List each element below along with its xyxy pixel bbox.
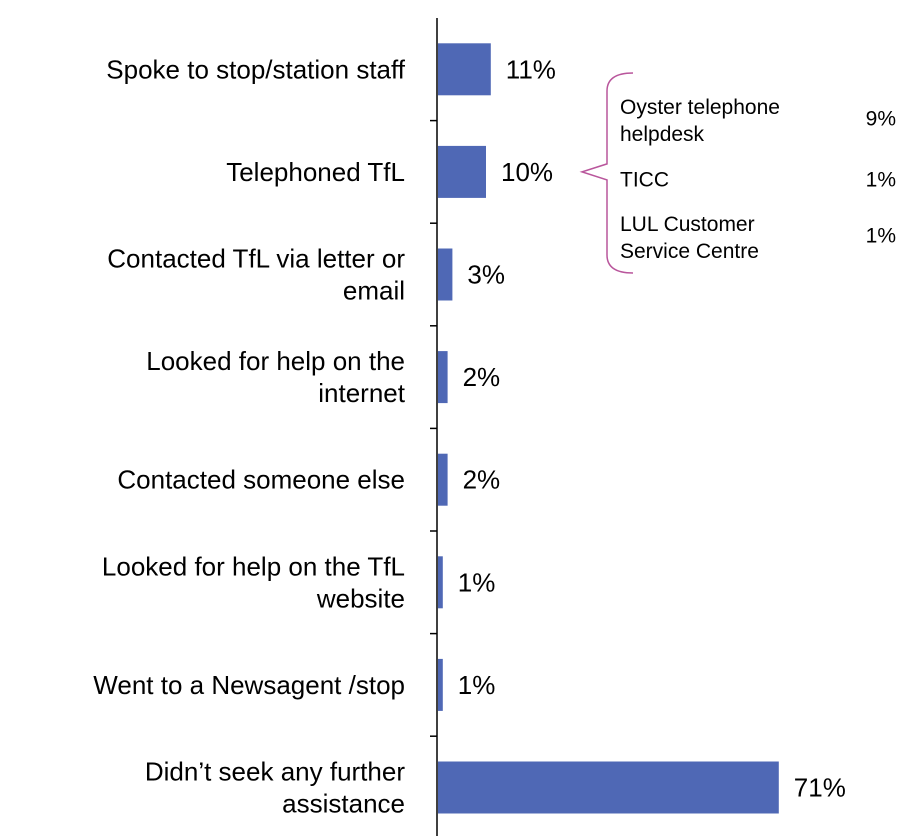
- callout-item-label: LUL Customer: [620, 213, 755, 236]
- callout-item-label: helpdesk: [620, 123, 705, 146]
- bar-value-label: 2%: [463, 362, 501, 392]
- category-label: Spoke to stop/station staff: [106, 54, 405, 84]
- category-label: email: [343, 276, 405, 306]
- bar: [438, 43, 491, 96]
- bar: [438, 145, 486, 198]
- callout-item-value: 1%: [866, 225, 896, 248]
- category-label: Contacted TfL via letter or: [107, 244, 405, 274]
- bar-value-label: 11%: [506, 54, 556, 84]
- bar: [438, 556, 443, 609]
- category-label: Didn’t seek any further: [145, 757, 405, 787]
- callout-item-label: TICC: [620, 169, 669, 192]
- category-label: Looked for help on the: [146, 346, 405, 376]
- category-label: Looked for help on the TfL: [102, 551, 405, 581]
- category-labels: Spoke to stop/station staff Telephoned Tf…: [93, 54, 405, 818]
- bar-value-label: 3%: [467, 260, 505, 290]
- bar: [438, 351, 448, 404]
- bar-series: [438, 43, 779, 814]
- bar: [438, 761, 779, 814]
- category-label: Telephoned TfL: [226, 157, 405, 187]
- callout-item-label: Oyster telephone: [620, 96, 780, 119]
- value-labels: 11% 10% 3% 2% 2% 1% 1% 71%: [458, 54, 846, 802]
- bar-value-label: 1%: [458, 567, 496, 597]
- category-label: assistance: [282, 789, 405, 819]
- callout-item-label: Service Centre: [620, 240, 759, 263]
- callout-bracket: [579, 72, 634, 274]
- bar-value-label: 2%: [463, 465, 501, 495]
- bar: [438, 248, 453, 301]
- bar-value-label: 71%: [794, 773, 846, 803]
- callout-item-value: 9%: [866, 108, 896, 131]
- bar-value-label: 10%: [501, 157, 553, 187]
- category-label: website: [316, 583, 405, 613]
- category-label: Contacted someone else: [117, 465, 405, 495]
- category-axis: [430, 18, 438, 836]
- category-label: Went to a Newsagent /stop: [93, 670, 405, 700]
- telephone-breakdown-callout: Oyster telephone helpdesk 9% TICC 1% LUL Cust…: [579, 72, 896, 274]
- bar-value-label: 1%: [458, 670, 496, 700]
- callout-item-value: 1%: [866, 169, 896, 192]
- bar: [438, 658, 443, 711]
- category-label: internet: [318, 378, 405, 408]
- bar: [438, 453, 448, 506]
